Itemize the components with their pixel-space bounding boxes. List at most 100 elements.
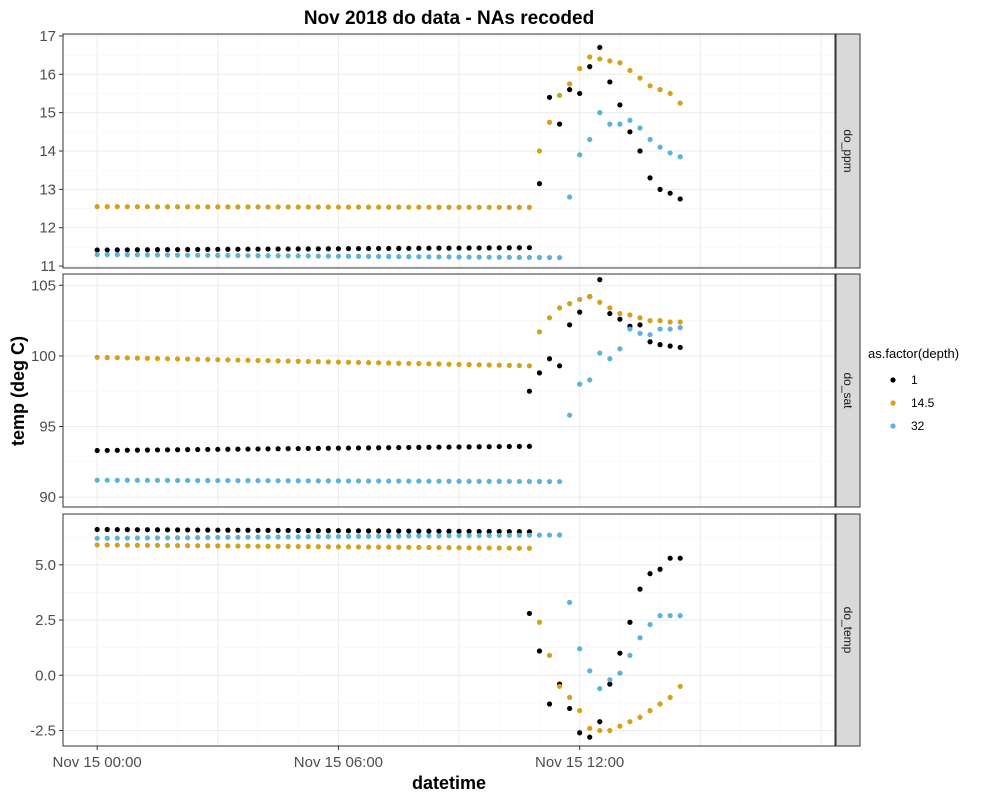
data-point-depth-1 (365, 245, 372, 252)
data-point-depth-14-5 (164, 204, 171, 210)
data-point-depth-32 (134, 252, 140, 258)
data-point-depth-32 (476, 478, 482, 484)
data-point-depth-32 (255, 534, 261, 540)
data-point-depth-14-5 (185, 204, 191, 210)
data-points (94, 277, 683, 485)
data-point-depth-14-5 (546, 119, 553, 125)
facet-strip-do-sat: do_sat (835, 273, 861, 508)
data-point-depth-1 (325, 528, 331, 534)
panel-border (62, 513, 836, 747)
data-point-depth-14-5 (587, 725, 593, 731)
legend-label: 1 (911, 373, 918, 387)
data-point-depth-32 (396, 478, 402, 484)
data-point-depth-32 (325, 253, 331, 259)
data-point-depth-32 (677, 613, 683, 619)
panel-background (63, 514, 835, 746)
data-point-depth-14-5 (607, 727, 613, 734)
data-point-depth-14-5 (456, 361, 462, 368)
data-point-depth-14-5 (265, 543, 271, 549)
data-point-depth-14-5 (325, 544, 331, 550)
data-point-depth-1 (275, 246, 281, 252)
y-tick-label: 15 (39, 105, 56, 122)
data-point-depth-14-5 (627, 312, 633, 318)
data-point-depth-1 (597, 44, 603, 51)
data-point-depth-14-5 (486, 362, 492, 368)
data-point-depth-1 (617, 650, 623, 656)
data-point-depth-32 (174, 535, 181, 541)
facet-strip-do-ppm: do_ppm (835, 33, 861, 269)
y-tick-label: 17 (39, 28, 56, 45)
y-tick-label: 14 (39, 143, 56, 160)
data-point-depth-32 (617, 670, 623, 676)
data-point-depth-14-5 (154, 204, 161, 210)
data-point-depth-1 (245, 527, 251, 533)
data-point-depth-14-5 (325, 359, 331, 365)
data-point-depth-1 (526, 610, 533, 617)
data-point-depth-14-5 (185, 356, 191, 362)
data-point-depth-14-5 (295, 204, 301, 210)
data-point-depth-1 (456, 528, 462, 534)
x-tick-label: Nov 15 00:00 (53, 754, 142, 771)
data-point-depth-1 (376, 445, 382, 451)
data-point-depth-14-5 (597, 56, 603, 62)
data-point-depth-14-5 (124, 204, 130, 210)
data-point-depth-32 (647, 136, 653, 143)
data-point-depth-32 (376, 478, 382, 484)
data-point-depth-14-5 (154, 355, 161, 362)
data-point-depth-32 (506, 254, 512, 260)
legend-key (890, 377, 896, 383)
data-point-depth-14-5 (567, 694, 573, 700)
data-point-depth-14-5 (647, 708, 653, 714)
data-point-depth-1 (647, 571, 653, 577)
data-point-depth-1 (355, 528, 362, 534)
data-point-depth-32 (617, 121, 623, 127)
data-point-depth-1 (587, 64, 593, 70)
data-point-depth-14-5 (637, 75, 643, 81)
data-point-depth-32 (134, 535, 140, 541)
data-point-depth-1 (355, 445, 362, 451)
data-point-depth-1 (94, 447, 100, 454)
data-point-depth-1 (305, 445, 311, 452)
data-point-depth-14-5 (386, 360, 392, 366)
data-point-depth-1 (667, 343, 673, 349)
data-point-depth-1 (546, 701, 553, 707)
data-point-depth-1 (416, 245, 422, 251)
data-point-depth-32 (215, 477, 221, 484)
data-point-depth-1 (124, 447, 130, 453)
data-point-depth-1 (516, 529, 522, 535)
data-point-depth-32 (355, 478, 362, 484)
data-point-depth-14-5 (265, 204, 271, 210)
data-point-depth-1 (386, 445, 392, 451)
data-point-depth-14-5 (345, 544, 352, 550)
data-point-depth-14-5 (506, 545, 512, 551)
legend: as.factor(depth) 1 14.5 32 (868, 346, 959, 433)
data-point-depth-1 (587, 734, 593, 740)
data-point-depth-1 (134, 247, 140, 253)
data-point-depth-1 (456, 444, 462, 450)
data-point-depth-14-5 (164, 542, 171, 549)
data-point-depth-14-5 (225, 357, 231, 363)
data-point-depth-14-5 (406, 360, 412, 367)
facet-strip-label: do_sat (841, 372, 855, 409)
data-point-depth-1 (285, 446, 291, 452)
data-point-depth-1 (526, 388, 533, 394)
data-point-depth-14-5 (365, 204, 372, 210)
panel-do-sat: 90 95 100 105 do_sat (31, 273, 861, 508)
data-point-depth-32 (486, 532, 492, 539)
data-point-depth-1 (245, 246, 251, 252)
data-point-depth-32 (225, 477, 231, 484)
data-point-depth-14-5 (235, 204, 241, 210)
data-point-depth-14-5 (114, 355, 120, 361)
data-point-depth-14-5 (225, 543, 231, 549)
data-point-depth-14-5 (617, 60, 623, 66)
data-point-depth-32 (627, 652, 633, 659)
data-point-depth-1 (647, 175, 653, 181)
data-point-depth-14-5 (215, 357, 221, 363)
data-point-depth-1 (406, 245, 412, 251)
data-point-depth-1 (577, 90, 583, 97)
data-point-depth-1 (295, 246, 301, 252)
data-point-depth-32 (94, 477, 100, 483)
data-point-depth-1 (486, 528, 492, 535)
data-point-depth-32 (456, 478, 462, 484)
data-point-depth-32 (265, 534, 271, 540)
